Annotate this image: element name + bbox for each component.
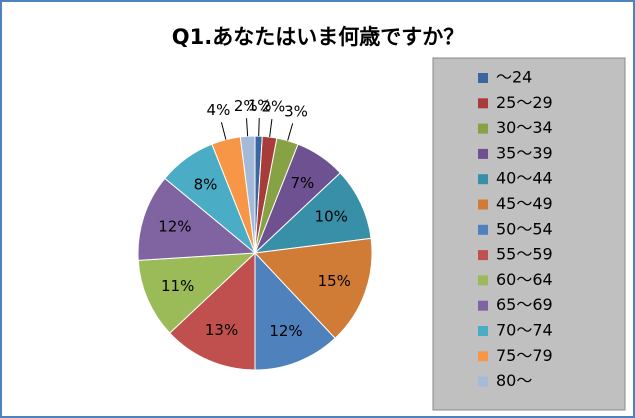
legend-swatch (478, 73, 488, 83)
legend-swatch (478, 174, 488, 185)
data-label: 2% (262, 98, 286, 116)
legend-swatch (478, 123, 488, 134)
chart-title: Q1.あなたはいま何歳ですか？ (172, 25, 464, 49)
legend-label: 45～49 (496, 194, 553, 213)
data-label: 1% (248, 97, 272, 115)
pie-slice (169, 251, 256, 371)
legend-swatch (478, 148, 488, 159)
legend-label: 75～79 (496, 346, 553, 365)
legend-swatch (478, 224, 488, 235)
legend-label: 55～59 (496, 245, 553, 264)
pie-slice (137, 177, 257, 261)
legend-label: 40～44 (496, 169, 553, 188)
data-label: 12% (158, 217, 191, 235)
data-label: 2% (234, 97, 258, 115)
pie-slice (253, 172, 372, 254)
data-label: 15% (318, 272, 351, 290)
legend-label: ～24 (496, 68, 532, 87)
legend-label: 65～69 (496, 295, 553, 314)
legend-swatch (478, 98, 488, 109)
legend-label: 50～54 (496, 219, 553, 238)
legend-swatch (478, 351, 488, 362)
leader-line (246, 118, 249, 137)
legend-swatch (478, 376, 488, 387)
data-label: 10% (315, 208, 348, 226)
legend-label: 35～39 (496, 143, 553, 162)
leader-line (258, 118, 260, 137)
data-label: 12% (269, 322, 302, 340)
legend-label: 30～34 (496, 118, 553, 137)
leader-line (269, 119, 273, 137)
pie-slice (239, 135, 256, 254)
pie-slice (254, 251, 336, 371)
legend-swatch (478, 250, 488, 261)
leader-line (220, 122, 227, 140)
data-label: 8% (194, 175, 218, 193)
leader-line (287, 123, 294, 141)
legend-label: 60～64 (496, 270, 553, 289)
data-label: 13% (205, 321, 238, 339)
legend-box (432, 57, 626, 411)
data-label: 4% (207, 101, 231, 119)
legend-swatch (478, 300, 488, 311)
data-label: 3% (284, 102, 308, 120)
legend-label: 80～ (496, 371, 532, 390)
legend-swatch (478, 199, 488, 210)
data-label: 11% (161, 277, 194, 295)
legend-swatch (478, 326, 488, 336)
legend-label: 70～74 (496, 321, 553, 340)
pie-slice (253, 237, 373, 339)
data-label: 7% (290, 174, 314, 192)
legend-swatch (478, 275, 488, 286)
legend-label: 25～29 (496, 93, 553, 112)
pie-slice (137, 252, 257, 334)
